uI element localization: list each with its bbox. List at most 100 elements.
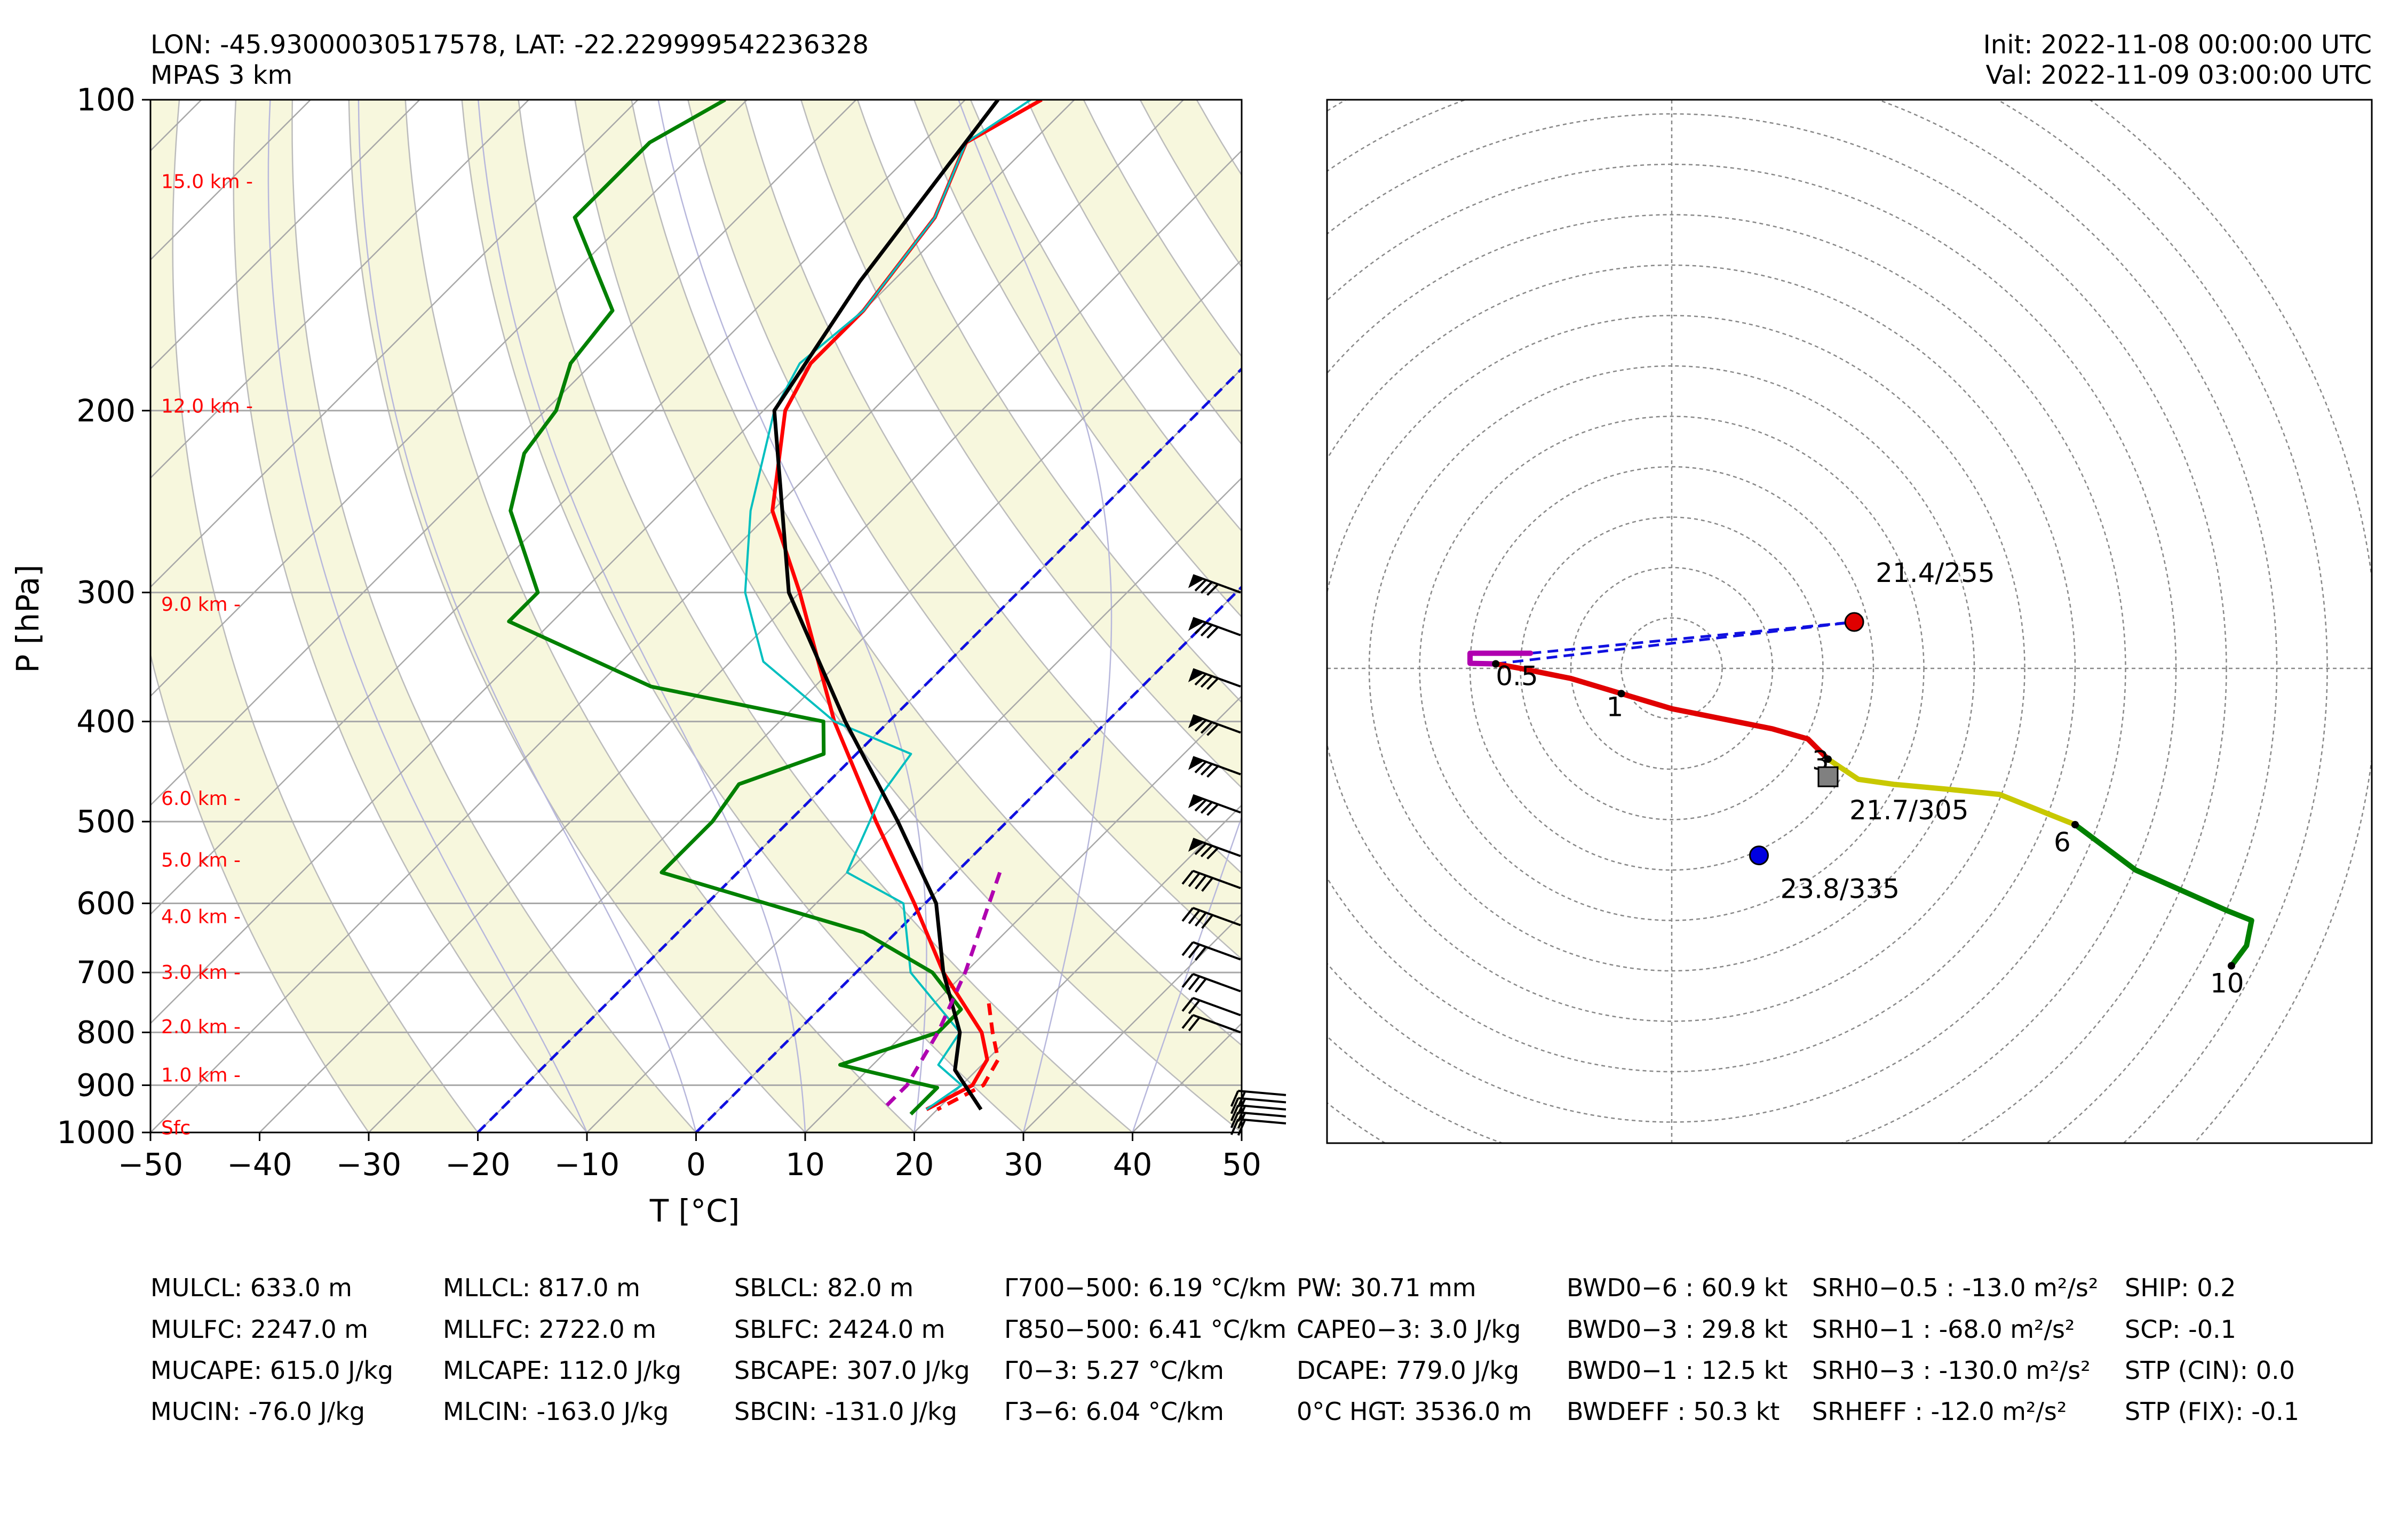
wind-barb <box>1188 837 1241 860</box>
isotherm <box>913 804 1242 1132</box>
hodograph-rings <box>1327 100 2372 1143</box>
y-tick-label: 500 <box>76 803 136 840</box>
barb-feather <box>1188 976 1201 991</box>
isotherm <box>150 100 966 915</box>
index-value: STP (FIX): -0.1 <box>2125 1397 2299 1426</box>
barb-feather <box>1201 914 1213 929</box>
isotherm <box>150 100 530 479</box>
isotherm <box>804 695 1242 1132</box>
dry-adiabat <box>1083 100 1242 358</box>
barb-feather <box>1206 626 1219 639</box>
dry-adiabat <box>743 100 1242 874</box>
srh-vector <box>1495 620 1855 665</box>
height-dot <box>2071 820 2079 828</box>
height-label: 3.0 km - <box>161 962 241 984</box>
barb-staff <box>1193 869 1241 889</box>
barb-feather <box>1230 1105 1240 1121</box>
barb-feather <box>1206 723 1219 736</box>
storm-motion-marker <box>1844 612 1864 632</box>
srh-vector <box>1530 620 1855 655</box>
wind-barb <box>1181 996 1241 1017</box>
dry-adiabat <box>687 100 1242 960</box>
wind-barb <box>1188 574 1241 596</box>
dry-adiabat-band <box>801 100 1242 788</box>
index-value: MLLFC: 2722.0 m <box>443 1315 656 1344</box>
barb-staff <box>1193 1014 1241 1034</box>
barb-feather <box>1206 677 1219 690</box>
barb-feather <box>1206 583 1219 596</box>
barb-staff <box>1238 1118 1286 1125</box>
barb-feather <box>1194 946 1207 961</box>
parcel-line <box>772 100 1000 1111</box>
height-label: 9.0 km - <box>161 594 241 616</box>
barb-feather <box>1200 581 1213 594</box>
dry-adiabat <box>574 100 1242 1132</box>
barb-staff <box>1193 574 1241 594</box>
barb-feather <box>1194 579 1207 592</box>
index-value: BWDEFF : 50.3 kt <box>1567 1397 1780 1426</box>
barb-feather <box>1194 799 1207 812</box>
barb-staff <box>1238 1111 1286 1118</box>
barb-feather <box>1188 872 1201 887</box>
height-label: 6.0 km - <box>161 788 241 810</box>
dry-adiabat <box>291 100 697 1132</box>
isotherm <box>150 100 1185 1132</box>
barb-feather <box>1188 944 1201 959</box>
dry-adiabat <box>631 100 1242 1047</box>
barb-staff <box>1193 907 1241 927</box>
barb-feather <box>1200 801 1213 814</box>
hodograph-height-label: 10 <box>2210 968 2244 999</box>
highlighted-isotherm <box>695 585 1242 1132</box>
barb-staff <box>1238 1097 1286 1104</box>
height-dot <box>1824 755 1832 763</box>
barb-feather <box>1181 941 1194 956</box>
barb-feather <box>1194 719 1207 732</box>
dry-adiabat-band <box>1140 100 1242 267</box>
hodograph-segment <box>1618 691 1831 762</box>
hodograph-height-label: 6 <box>2054 827 2071 858</box>
barb-staff <box>1193 941 1241 961</box>
moist-adiabat <box>958 100 1113 1132</box>
barb-feather <box>1206 803 1219 816</box>
index-value: PW: 30.71 mm <box>1297 1273 1476 1302</box>
wind-barb <box>1188 617 1241 639</box>
x-tick-label: 50 <box>1222 1146 1261 1183</box>
dry-adiabat <box>461 100 1024 1132</box>
wind-barb <box>1181 869 1241 892</box>
dry-adiabat-band <box>462 100 1133 1132</box>
barb-feather <box>1206 847 1219 860</box>
index-value: BWD0−1 : 12.5 kt <box>1567 1356 1788 1385</box>
dry-adiabat <box>800 100 1242 789</box>
barb-staff <box>1193 837 1241 857</box>
isotherm <box>150 100 1076 1025</box>
hodograph-segment <box>1825 756 2078 827</box>
isotherm <box>150 100 639 588</box>
height-label: 2.0 km - <box>161 1016 241 1038</box>
height-label: 15.0 km - <box>161 171 253 193</box>
index-value: Γ0−3: 5.27 °C/km <box>1004 1356 1224 1385</box>
dry-adiabat <box>1407 77 2399 1154</box>
barb-flag <box>1188 618 1204 631</box>
dry-adiabat <box>348 100 806 1132</box>
virtual-temperature-line <box>936 1003 1000 1111</box>
barb-feather <box>1194 875 1207 890</box>
isotherm <box>1022 913 1242 1132</box>
dry-adiabat <box>150 652 370 1132</box>
barb-feather <box>1188 1017 1201 1032</box>
index-value: Γ850−500: 6.41 °C/km <box>1004 1315 1286 1344</box>
location-label: LON: -45.93000030517578, LAT: -22.229999… <box>150 30 869 60</box>
storm-motion-label: 21.7/305 <box>1849 795 1969 826</box>
dry-adiabat <box>970 100 1242 532</box>
barb-feather <box>1181 907 1194 922</box>
index-value: SBLCL: 82.0 m <box>734 1273 913 1302</box>
index-value: BWD0−3 : 29.8 kt <box>1567 1315 1788 1344</box>
barb-flag <box>1188 839 1204 852</box>
x-tick-label: 30 <box>1004 1146 1043 1183</box>
skewt-panel: −50 −40 −30 −20 −10 0 10 20 30 40 50 100 200 300 400 50… <box>10 77 2399 1229</box>
storm-motion-label: 23.8/335 <box>1780 874 1900 905</box>
barb-flag <box>1188 715 1204 729</box>
height-labels: 15.0 km - 12.0 km - 9.0 km - 6.0 km - 5.0 km… <box>161 171 253 1139</box>
y-tick-label: 1000 <box>57 1114 136 1151</box>
index-value: MUCAPE: 615.0 J/kg <box>150 1356 393 1385</box>
